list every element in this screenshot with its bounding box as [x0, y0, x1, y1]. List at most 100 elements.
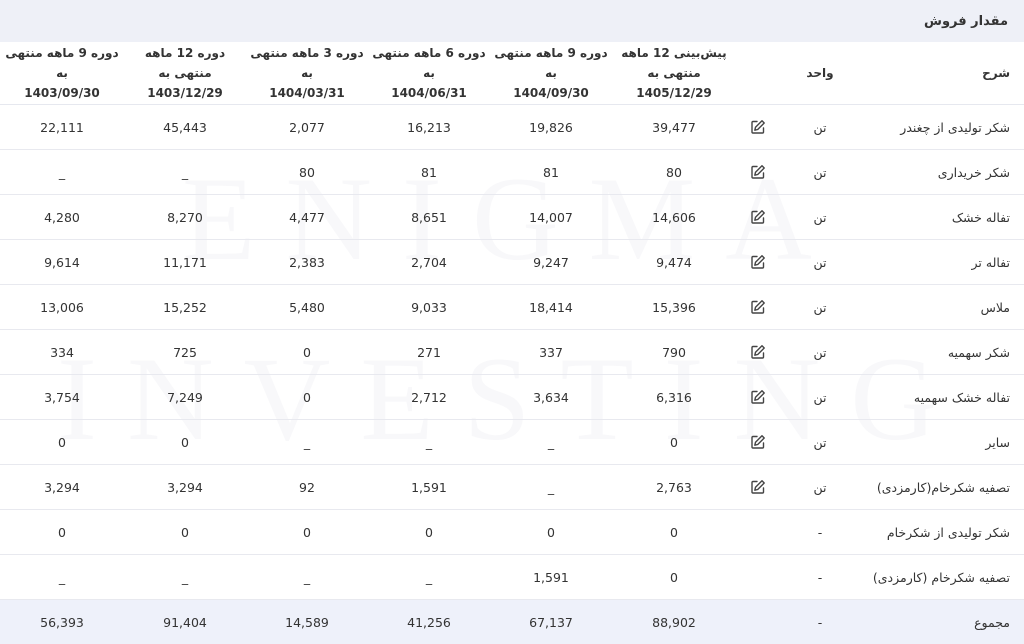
row-unit: تن [780, 285, 860, 330]
column-title: دوره 6 ماهه منتهی به [369, 43, 489, 83]
value-cell: 1,591 [490, 555, 612, 600]
value-cell: 56,393 [0, 600, 124, 644]
value-cell: 0 [246, 330, 368, 375]
value-cell: 9,614 [0, 240, 124, 285]
row-label: تصفیه شکرخام (کارمزدی) [860, 555, 1024, 600]
edit-cell [736, 240, 780, 285]
value-cell: 0 [490, 510, 612, 555]
column-date: 1403/12/29 [125, 83, 245, 103]
row-unit: تن [780, 375, 860, 420]
value-cell: 0 [0, 420, 124, 465]
header-cell [736, 42, 780, 105]
value-cell: _ [124, 555, 246, 600]
value-cell: 15,396 [612, 285, 736, 330]
value-cell: 271 [368, 330, 490, 375]
column-date: 1404/06/31 [369, 83, 489, 103]
edit-cell [736, 195, 780, 240]
value-cell: 14,589 [246, 600, 368, 644]
row-unit: تن [780, 105, 860, 150]
edit-icon[interactable] [750, 389, 766, 405]
value-cell: _ [246, 555, 368, 600]
edit-cell [736, 510, 780, 555]
value-cell: 81 [368, 150, 490, 195]
column-title: دوره 3 ماهه منتهی به [247, 43, 367, 83]
row-unit: - [780, 600, 860, 644]
value-cell: 1,591 [368, 465, 490, 510]
value-cell: 8,651 [368, 195, 490, 240]
value-cell: 2,077 [246, 105, 368, 150]
header-cell: واحد [780, 42, 860, 105]
value-cell: 2,763 [612, 465, 736, 510]
row-unit: تن [780, 195, 860, 240]
value-cell: _ [368, 420, 490, 465]
row-label: شکر خریداری [860, 150, 1024, 195]
value-cell: 2,704 [368, 240, 490, 285]
value-cell: 22,111 [0, 105, 124, 150]
edit-icon[interactable] [750, 479, 766, 495]
row-unit: تن [780, 150, 860, 195]
value-cell: 9,474 [612, 240, 736, 285]
row-unit: تن [780, 420, 860, 465]
value-cell: 0 [368, 510, 490, 555]
value-cell: 0 [612, 420, 736, 465]
value-cell: _ [490, 420, 612, 465]
edit-icon[interactable] [750, 344, 766, 360]
row-label: تصفیه شکرخام(کارمزدی) [860, 465, 1024, 510]
value-cell: 3,634 [490, 375, 612, 420]
edit-cell [736, 150, 780, 195]
row-unit: تن [780, 240, 860, 285]
value-cell: 0 [0, 510, 124, 555]
value-cell: 0 [124, 510, 246, 555]
value-cell: 4,477 [246, 195, 368, 240]
edit-cell [736, 555, 780, 600]
section-title: مقدار فروش [0, 0, 1024, 42]
value-cell: 3,754 [0, 375, 124, 420]
edit-icon[interactable] [750, 434, 766, 450]
value-cell: 92 [246, 465, 368, 510]
value-cell: 790 [612, 330, 736, 375]
value-cell: 45,443 [124, 105, 246, 150]
value-cell: 19,826 [490, 105, 612, 150]
value-cell: 18,414 [490, 285, 612, 330]
row-label: سایر [860, 420, 1024, 465]
row-unit: - [780, 555, 860, 600]
value-cell: 11,171 [124, 240, 246, 285]
value-cell: _ [490, 465, 612, 510]
row-label: شکر سهمیه [860, 330, 1024, 375]
edit-icon[interactable] [750, 254, 766, 270]
edit-icon[interactable] [750, 119, 766, 135]
edit-icon[interactable] [750, 299, 766, 315]
value-cell: 9,033 [368, 285, 490, 330]
value-cell: 14,606 [612, 195, 736, 240]
edit-icon[interactable] [750, 209, 766, 225]
edit-cell [736, 105, 780, 150]
value-cell: 16,213 [368, 105, 490, 150]
value-cell: 5,480 [246, 285, 368, 330]
column-date: 1404/03/31 [247, 83, 367, 103]
value-cell: 41,256 [368, 600, 490, 644]
column-title: پیش‌بینی 12 ماهه منتهی به [613, 43, 735, 83]
value-cell: _ [0, 555, 124, 600]
value-cell: 67,137 [490, 600, 612, 644]
value-cell: _ [368, 555, 490, 600]
value-cell: 15,252 [124, 285, 246, 330]
edit-cell [736, 600, 780, 644]
edit-icon[interactable] [750, 164, 766, 180]
row-unit: تن [780, 465, 860, 510]
